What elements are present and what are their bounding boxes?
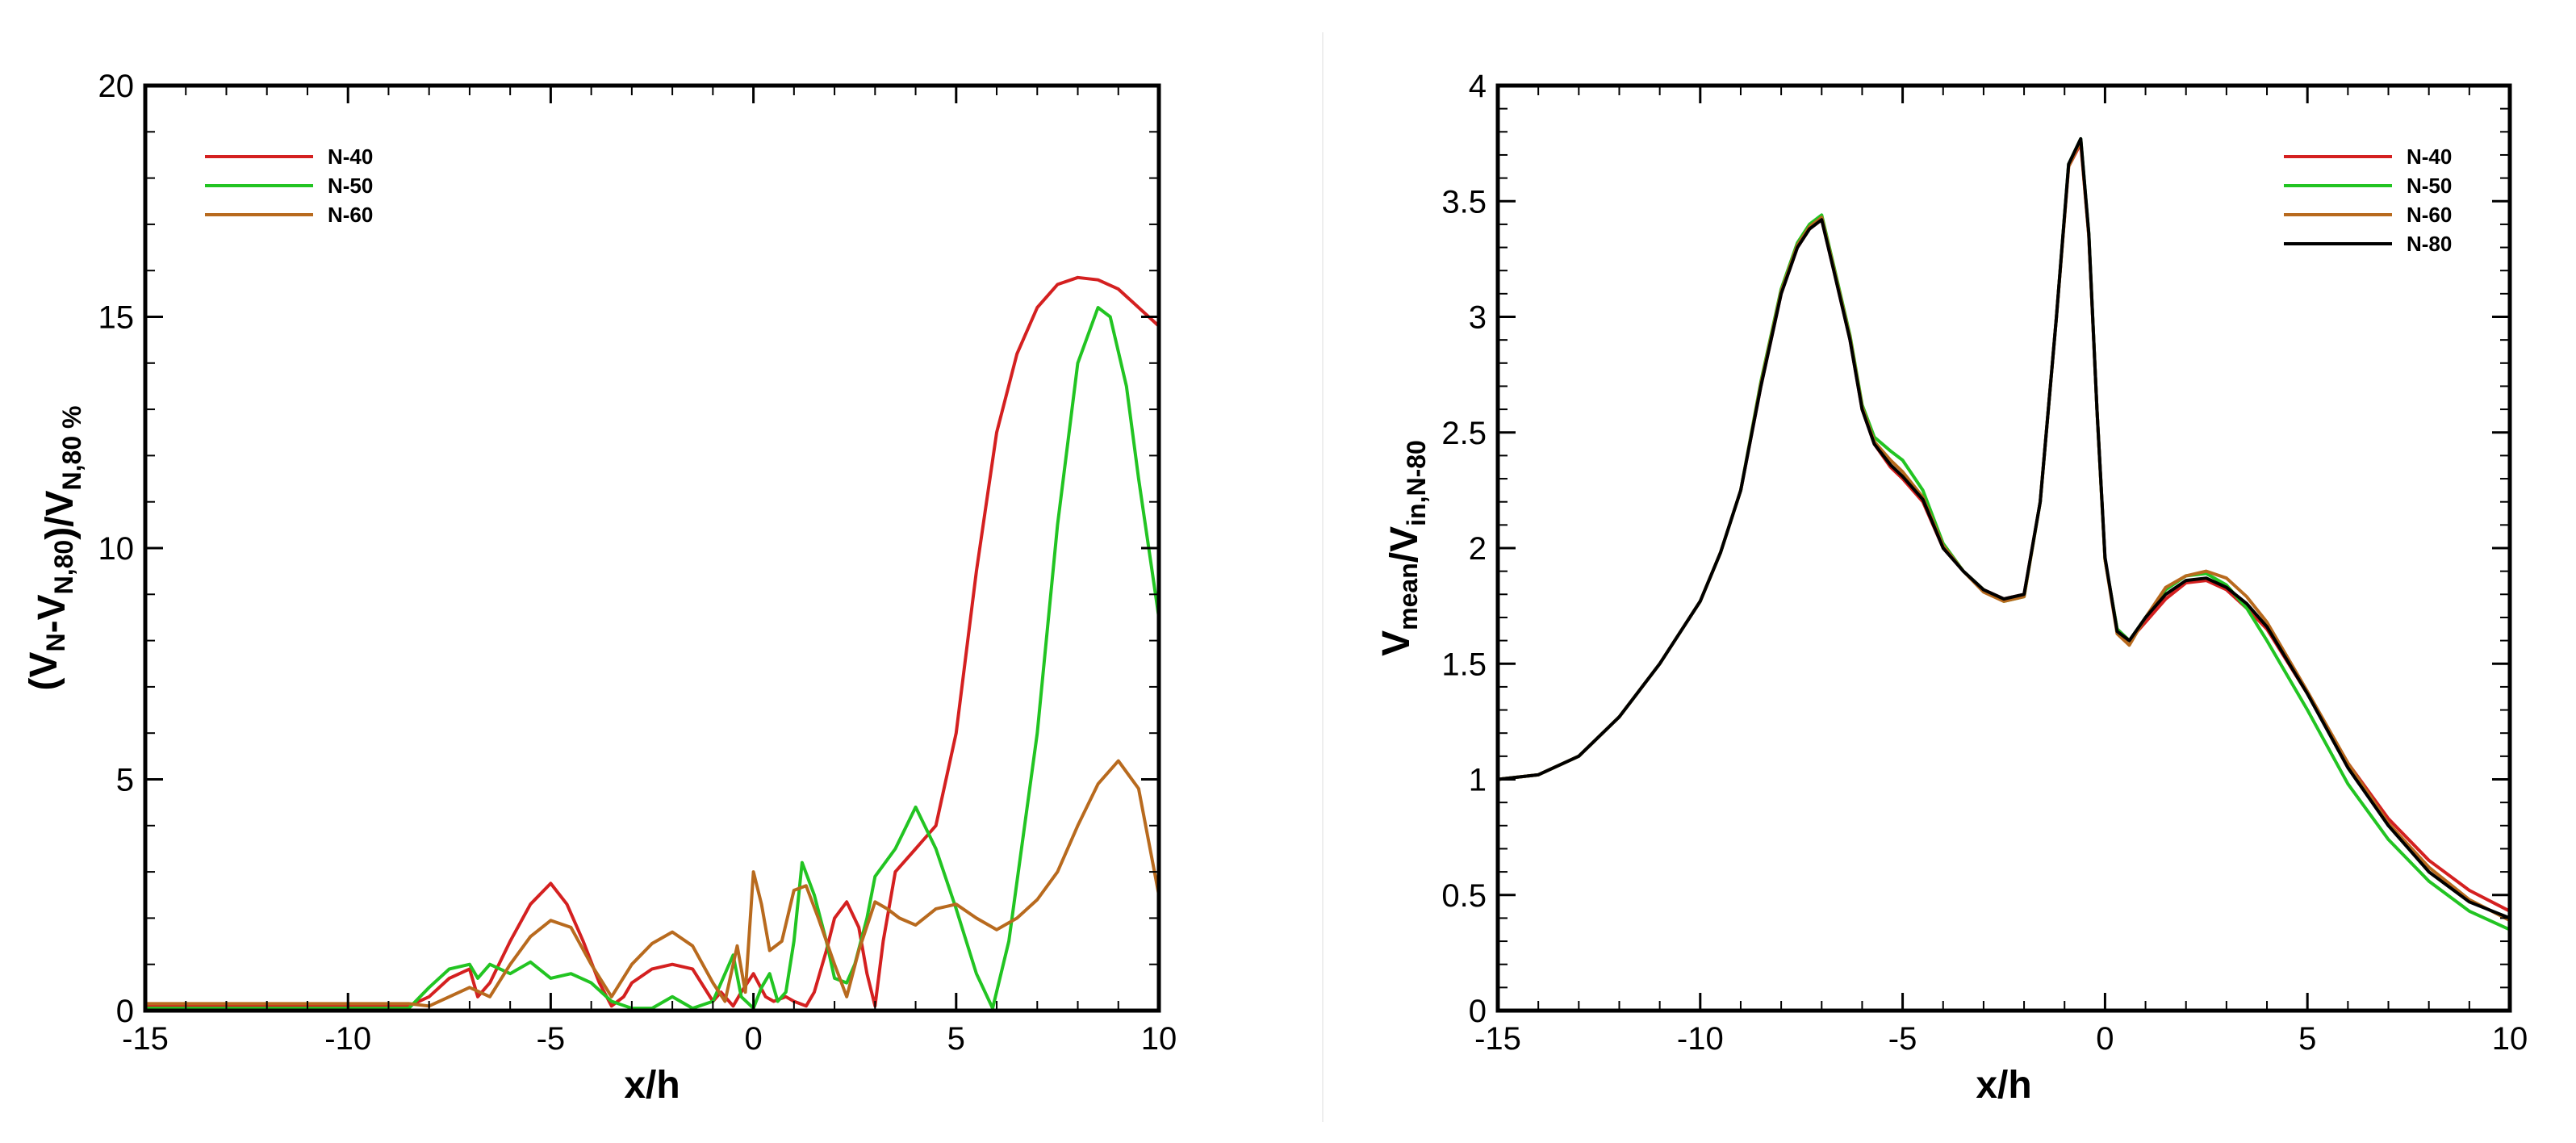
y-tick-label: 3.5 (1441, 184, 1487, 220)
y-tick-label: 0 (1469, 994, 1487, 1029)
y-tick-label: 1 (1469, 763, 1487, 798)
x-tick-label: 0 (744, 1021, 762, 1057)
y-tick-label: 15 (98, 300, 135, 336)
legend-label-n-50: N-50 (328, 174, 373, 198)
legend-label-n-60: N-60 (328, 203, 373, 227)
x-tick-label: 5 (2298, 1021, 2316, 1057)
legend-label-n-80: N-80 (2407, 232, 2452, 256)
y-tick-label: 20 (98, 69, 135, 104)
x-tick-label: -10 (324, 1021, 371, 1057)
y-axis-title: Vmean/Vin,N-80 (1375, 440, 1431, 656)
legend-label-n-50: N-50 (2407, 174, 2452, 198)
y-tick-label: 2 (1469, 531, 1487, 567)
x-tick-label: -15 (122, 1021, 169, 1057)
y-axis-title: (VN-VN,80)/VN,80 % (23, 406, 86, 691)
y-tick-label: 0.5 (1441, 878, 1487, 914)
panel-divider (1322, 32, 1324, 1122)
x-tick-label: -15 (1474, 1021, 1521, 1057)
y-tick-label: 4 (1469, 69, 1487, 104)
x-tick-label: -5 (537, 1021, 566, 1057)
x-tick-label: 10 (2492, 1021, 2528, 1057)
series-line-n-60 (1498, 139, 2510, 923)
series-line-n-80 (1498, 136, 2510, 920)
legend-label-n-60: N-60 (2407, 203, 2452, 227)
x-tick-label: -10 (1677, 1021, 1724, 1057)
x-tick-label: -5 (1888, 1021, 1917, 1057)
legend-label-n-40: N-40 (2407, 144, 2452, 169)
y-tick-label: 0 (116, 994, 134, 1029)
x-tick-label: 0 (2096, 1021, 2114, 1057)
plot-frame (143, 83, 1161, 1013)
y-tick-label: 1.5 (1441, 647, 1487, 682)
y-tick-label: 3 (1469, 300, 1487, 336)
x-tick-label: 5 (947, 1021, 965, 1057)
x-axis-title: x/h (1976, 1064, 2031, 1107)
y-tick-label: 5 (116, 763, 134, 798)
y-tick-label: 10 (98, 531, 135, 567)
x-axis-title: x/h (624, 1064, 680, 1107)
series-line-n-60 (145, 759, 1159, 1008)
y-tick-label: 2.5 (1441, 416, 1487, 451)
series-line-n-50 (145, 306, 1159, 1011)
plot-frame (1495, 83, 2512, 1013)
series-line-n-50 (1498, 136, 2510, 932)
legend-label-n-40: N-40 (328, 144, 373, 169)
x-tick-label: 10 (1141, 1021, 1177, 1057)
series-line-n-40 (145, 275, 1159, 1008)
